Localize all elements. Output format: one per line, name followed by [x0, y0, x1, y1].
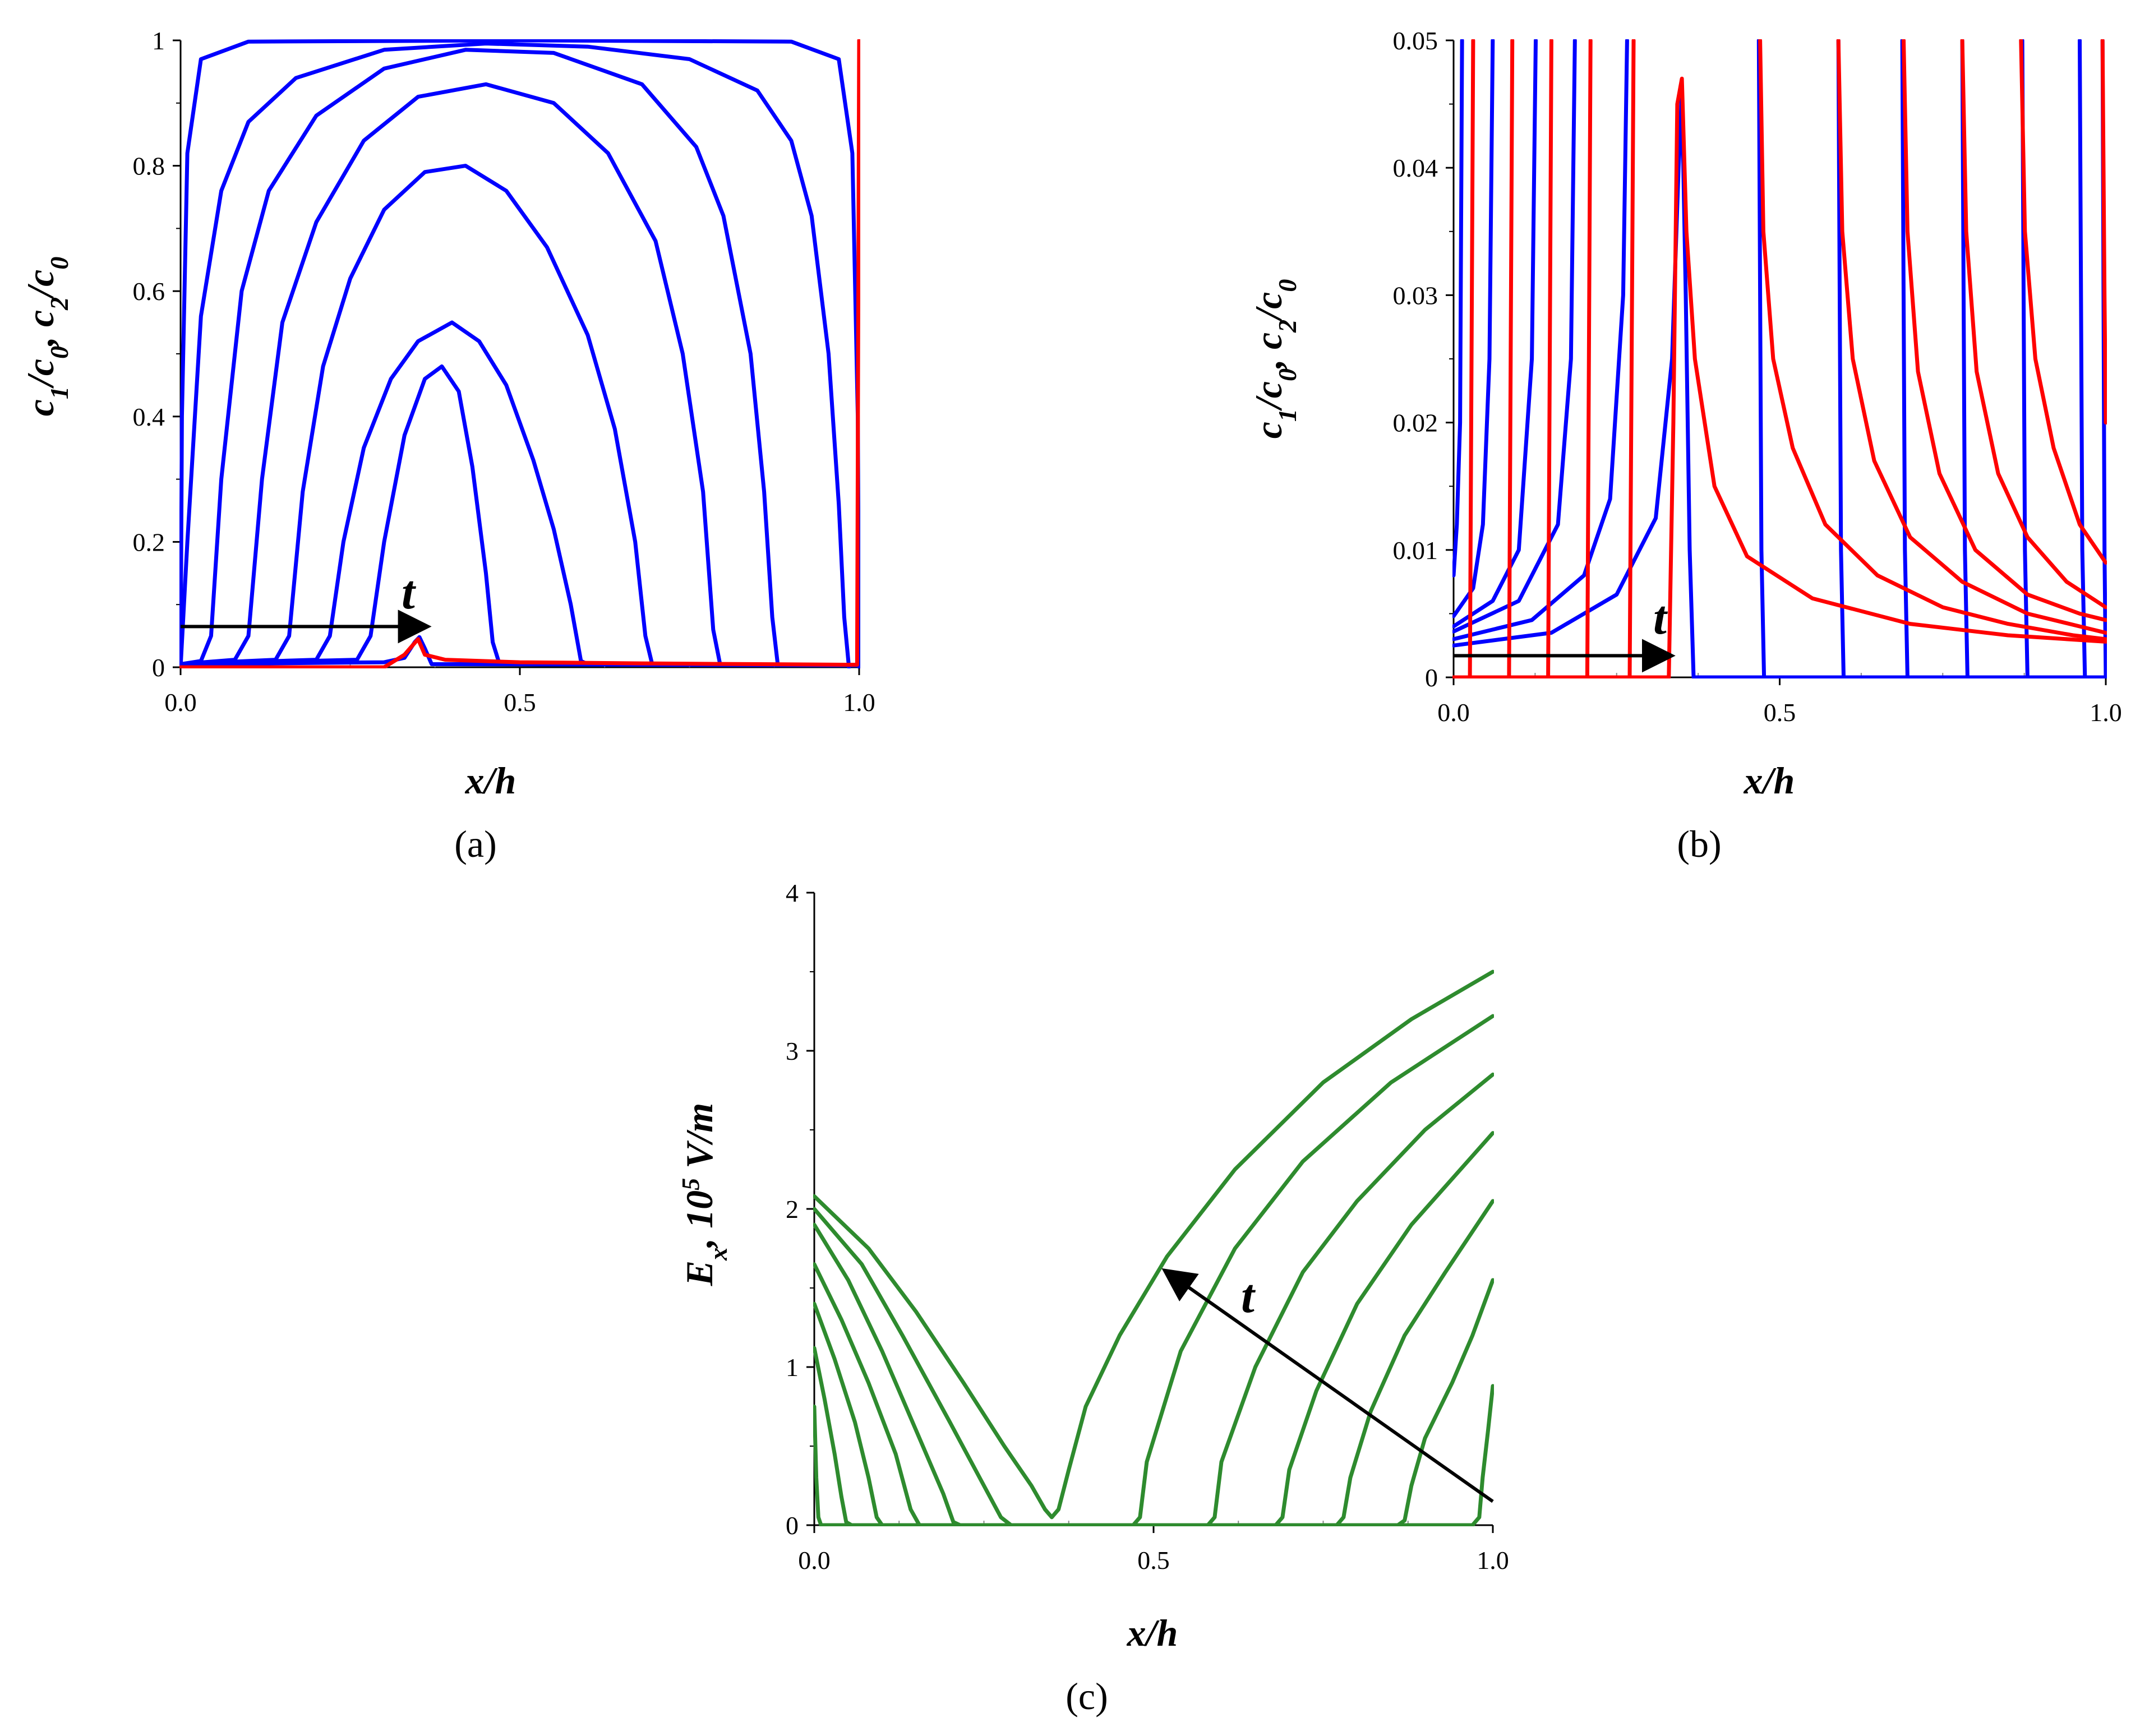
series-line	[1902, 39, 2107, 622]
x-tick-label: 0.0	[164, 688, 197, 717]
chart-panel-b: 0 0.01 0.02 0.03 0.04 0.05 0.0 0.5 1.0 x/h c1/c0…	[1247, 26, 2122, 865]
series-line	[1452, 39, 1495, 618]
series-line	[813, 1014, 1494, 1526]
series-line	[1960, 39, 2107, 610]
x-tick-label: 0.0	[1437, 698, 1470, 727]
y-axis-label-b: c1/c0, c2/c0	[1247, 279, 1302, 439]
y-tick-label: 0	[1425, 663, 1438, 692]
series-line	[813, 1278, 1494, 1526]
x-tick-label: 1.0	[843, 688, 875, 717]
series-line	[1452, 39, 1629, 641]
series-line	[179, 82, 722, 666]
x-tick-label: 0.0	[798, 1546, 831, 1575]
series-line	[1452, 39, 1636, 678]
caption-a: (a)	[454, 823, 496, 865]
y-tick-label: 0	[152, 653, 165, 682]
x-tick-label: 1.0	[1477, 1546, 1509, 1575]
y-tick-label: 0.01	[1393, 536, 1438, 565]
series-line	[1836, 39, 1846, 678]
series-line	[1758, 39, 2107, 641]
time-arrow	[1161, 1268, 1494, 1503]
y-tick-label: 2	[786, 1195, 799, 1223]
series-line	[813, 1384, 1494, 1526]
y-tick-label: 0.05	[1393, 26, 1438, 55]
y-tick-label: 0.03	[1393, 281, 1438, 310]
arrow-label-c: t	[1241, 1269, 1256, 1323]
chart-panel-c: 0 1 2 3 4 0.0 0.5 1.0 x/h Ex, 105 V/m (c) t	[677, 879, 1509, 1717]
y-tick-label: 0	[786, 1511, 799, 1540]
plot-area-c: 0 1 2 3 4 0.0 0.5 1.0	[786, 879, 1509, 1575]
series-line	[179, 41, 851, 668]
series-line	[179, 39, 860, 668]
series-line	[813, 1131, 1494, 1526]
series-line	[1452, 39, 1577, 634]
series-line	[179, 364, 502, 666]
chart-panel-a: 0 0.2 0.4 0.6 0.8 1 0.0 0.5 1.0 x/h c1/c0, c2/c0…	[19, 26, 875, 865]
series-line	[2100, 39, 2107, 425]
x-axis-label-c: x/h	[1127, 1612, 1178, 1654]
series-line	[1452, 39, 1538, 629]
y-tick-label: 0.2	[133, 528, 165, 556]
series-line	[1452, 76, 2107, 678]
x-tick-label: 0.5	[1764, 698, 1796, 727]
plot-area-a: 0 0.2 0.4 0.6 0.8 1 0.0 0.5 1.0	[133, 26, 875, 717]
y-tick-label: 1	[152, 26, 165, 55]
plot-area-b: 0 0.01 0.02 0.03 0.04 0.05 0.0 0.5 1.0	[1393, 26, 2122, 727]
series-line	[179, 164, 654, 666]
caption-c: (c)	[1066, 1675, 1108, 1717]
series-line	[1836, 39, 2107, 635]
y-tick-label: 0.4	[133, 403, 165, 431]
x-tick-label: 0.5	[504, 688, 536, 717]
series-line	[813, 1199, 1494, 1526]
series-line	[1452, 89, 2107, 678]
series-line	[2019, 39, 2107, 565]
series-line	[813, 1072, 1494, 1526]
caption-b: (b)	[1677, 823, 1721, 865]
series-line	[813, 969, 1494, 1520]
y-tick-label: 0.6	[133, 277, 165, 306]
y-tick-label: 3	[786, 1037, 799, 1065]
series-line	[179, 320, 590, 666]
series-line	[179, 48, 780, 666]
y-tick-label: 1	[786, 1353, 799, 1382]
series-line	[2078, 39, 2087, 678]
x-tick-label: 1.0	[2090, 698, 2122, 727]
x-axis-label-b: x/h	[1744, 759, 1795, 802]
y-tick-label: 0.02	[1393, 409, 1438, 437]
arrow-label-b: t	[1653, 590, 1668, 644]
series-line	[1756, 39, 1767, 678]
y-tick-label: 0.8	[133, 152, 165, 181]
series-line	[1960, 39, 1970, 678]
y-axis-label-c: Ex, 105 V/m	[677, 1103, 732, 1287]
x-tick-label: 0.5	[1137, 1546, 1170, 1575]
y-tick-label: 0.04	[1393, 154, 1438, 182]
x-axis-label-a: x/h	[465, 759, 516, 802]
series-line	[1452, 39, 1464, 578]
series-line	[1900, 39, 1910, 678]
y-tick-label: 4	[786, 879, 799, 907]
series-line	[179, 39, 860, 668]
y-axis-label-a: c1/c0, c2/c0	[19, 257, 73, 417]
arrow-label-a: t	[402, 565, 417, 619]
